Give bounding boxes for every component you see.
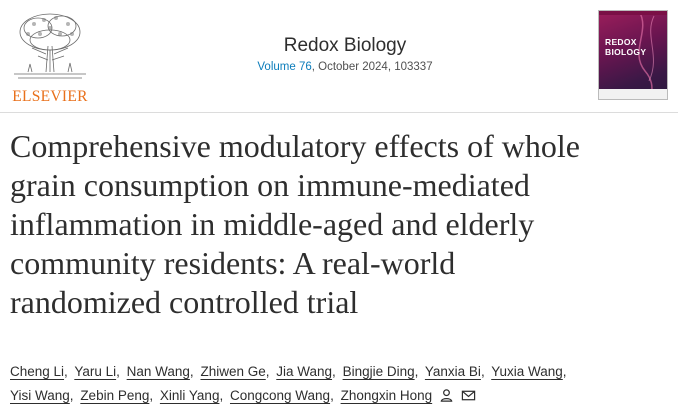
cover-title: REDOX BIOLOGY xyxy=(605,37,647,57)
journal-title-link[interactable]: Redox Biology xyxy=(283,35,407,56)
title-line: inflammation in middle-aged and elderly xyxy=(10,206,535,242)
author-link[interactable]: Xinli Yang xyxy=(159,388,220,403)
article-header: ELSEVIER Redox Biology Volume 76, Octobe… xyxy=(0,0,678,112)
journal-info: Redox Biology Volume 76, October 2024, 1… xyxy=(200,33,490,75)
author-link[interactable]: Congcong Wang xyxy=(229,388,331,403)
author-link[interactable]: Zhongxin Hong xyxy=(340,388,433,403)
author-list: Cheng Li, Yaru Li, Nan Wang, Zhiwen Ge, … xyxy=(10,364,567,403)
author-link[interactable]: Nan Wang xyxy=(126,364,190,379)
author-link[interactable]: Jia Wang xyxy=(276,364,333,379)
volume-link[interactable]: Volume 76 xyxy=(257,61,312,73)
title-line: community residents: A real-world xyxy=(10,245,456,281)
cover-footer-strip xyxy=(599,89,667,99)
person-icon[interactable] xyxy=(439,388,454,403)
author-link[interactable]: Yuxia Wang xyxy=(491,364,563,379)
title-line: Comprehensive modulatory effects of whol… xyxy=(10,128,580,164)
title-line: randomized controlled trial xyxy=(10,284,359,320)
article-title: Comprehensive modulatory effects of whol… xyxy=(10,127,670,322)
journal-cover-image[interactable]: REDOX BIOLOGY xyxy=(599,11,667,99)
author-link[interactable]: Yanxia Bi xyxy=(424,364,481,379)
elsevier-tree-icon xyxy=(14,13,86,79)
author-link[interactable]: Bingjie Ding xyxy=(342,364,415,379)
author-link[interactable]: Yisi Wang xyxy=(10,388,70,403)
elsevier-wordmark: ELSEVIER xyxy=(12,88,88,105)
author-link[interactable]: Yaru Li xyxy=(74,364,117,379)
issue-info: , October 2024, 103337 xyxy=(311,61,433,73)
author-link[interactable]: Cheng Li xyxy=(10,364,65,379)
header-divider xyxy=(0,112,678,113)
issue-line: Volume 76, October 2024, 103337 xyxy=(200,60,490,75)
envelope-icon[interactable] xyxy=(461,388,476,403)
author-link[interactable]: Zhiwen Ge xyxy=(200,364,266,379)
title-line: grain consumption on immune-mediated xyxy=(10,167,530,203)
author-link[interactable]: Zebin Peng xyxy=(80,388,150,403)
elsevier-logo[interactable]: ELSEVIER xyxy=(10,10,90,105)
